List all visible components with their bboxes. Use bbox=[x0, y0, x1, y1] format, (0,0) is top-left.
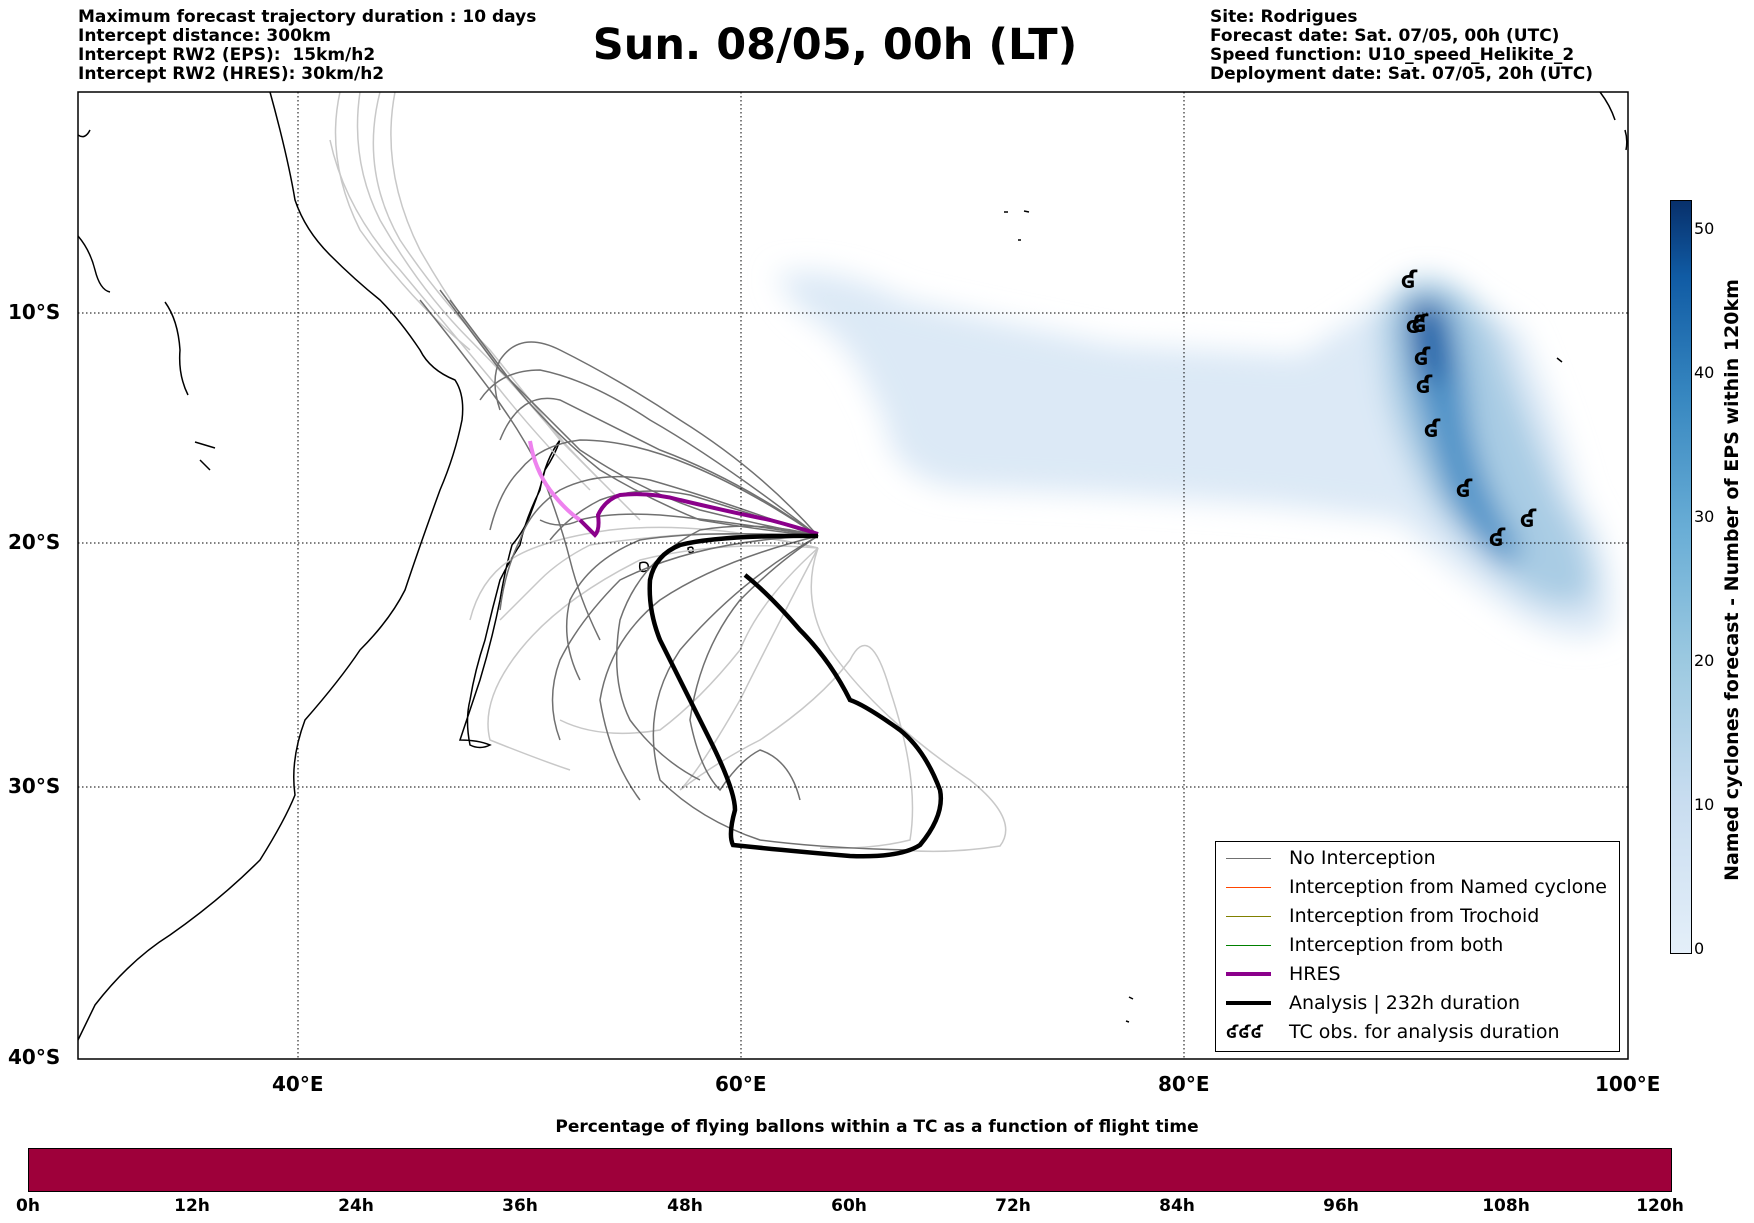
legend-item: ʛʛʛ TC obs. for analysis duration bbox=[1226, 1018, 1560, 1046]
lon-tick-label: 100°E bbox=[1595, 1072, 1661, 1096]
header-right: Site: Rodrigues Forecast date: Sat. 07/0… bbox=[1210, 8, 1593, 84]
legend-label: TC obs. for analysis duration bbox=[1289, 1021, 1560, 1043]
density-colorbar bbox=[1670, 200, 1692, 954]
coastlines bbox=[78, 92, 1628, 1041]
legend-label: No Interception bbox=[1289, 847, 1436, 869]
colorbar-tick: 40 bbox=[1694, 363, 1715, 382]
hres-trajectory-early bbox=[528, 440, 582, 522]
eps-trajectories-light bbox=[329, 92, 1007, 853]
header-line: Intercept RW2 (EPS): 15km/h2 bbox=[78, 45, 376, 65]
colorbar-tick: 10 bbox=[1694, 795, 1715, 814]
legend-line-swatch bbox=[1226, 1001, 1271, 1005]
legend-label: Interception from both bbox=[1289, 934, 1504, 956]
legend-line-swatch bbox=[1226, 972, 1271, 976]
svg-text:ʛ: ʛ bbox=[1406, 311, 1423, 339]
map-frame bbox=[77, 91, 1629, 1060]
colorbar-tick: 0 bbox=[1694, 939, 1705, 958]
tc-obs-markers: ʛ ʛ ʛ ʛ ʛ ʛ ʛ ʛ ʛ bbox=[1401, 266, 1537, 552]
flight-time-tick: 60h bbox=[831, 1196, 867, 1216]
legend-item: Interception from Trochoid bbox=[1226, 902, 1539, 930]
svg-text:ʛ: ʛ bbox=[1414, 343, 1431, 371]
flight-time-tick: 108h bbox=[1482, 1196, 1530, 1216]
legend-label: Analysis | 232h duration bbox=[1289, 992, 1521, 1014]
header-line: Intercept RW2 (HRES): 30km/h2 bbox=[78, 64, 385, 84]
flight-time-tick: 120h bbox=[1636, 1196, 1684, 1216]
legend-item: Interception from both bbox=[1226, 931, 1503, 959]
lon-tick-label: 40°E bbox=[272, 1072, 324, 1096]
flight-time-tick: 84h bbox=[1159, 1196, 1195, 1216]
legend-item: HRES bbox=[1226, 960, 1341, 988]
header-line: Deployment date: Sat. 07/05, 20h (UTC) bbox=[1210, 64, 1594, 84]
analysis-track bbox=[647, 533, 944, 859]
header-left: Maximum forecast trajectory duration : 1… bbox=[78, 8, 536, 84]
header-line: Maximum forecast trajectory duration : 1… bbox=[78, 7, 537, 27]
colorbar-label: Named cyclones forecast - Number of EPS … bbox=[1721, 279, 1743, 881]
flight-time-tick: 0h bbox=[16, 1196, 40, 1216]
flight-time-tick: 36h bbox=[502, 1196, 538, 1216]
legend-line-swatch bbox=[1226, 944, 1271, 946]
legend-item: Interception from Named cyclone bbox=[1226, 873, 1607, 901]
lat-tick-label: 30°S bbox=[8, 774, 61, 798]
flight-time-bar bbox=[28, 1148, 1672, 1192]
header-line: Speed function: U10_speed_Helikite_2 bbox=[1210, 45, 1575, 65]
colorbar-tick: 20 bbox=[1694, 651, 1715, 670]
legend-label: Interception from Trochoid bbox=[1289, 905, 1540, 927]
flight-time-tick: 12h bbox=[174, 1196, 210, 1216]
lon-tick-label: 80°E bbox=[1158, 1072, 1210, 1096]
svg-text:ʛ: ʛ bbox=[1416, 371, 1433, 399]
svg-text:ʛ: ʛ bbox=[1401, 266, 1418, 294]
lat-tick-label: 10°S bbox=[8, 300, 61, 324]
legend-item: Analysis | 232h duration bbox=[1226, 989, 1520, 1017]
colorbar-tick: 50 bbox=[1694, 219, 1715, 238]
hres-trajectory bbox=[578, 492, 819, 538]
header-line: Forecast date: Sat. 07/05, 00h (UTC) bbox=[1210, 26, 1560, 46]
svg-text:ʛ: ʛ bbox=[1489, 524, 1506, 552]
lat-tick-label: 20°S bbox=[8, 530, 61, 554]
flight-time-tick: 72h bbox=[995, 1196, 1031, 1216]
flight-time-bar-title: Percentage of flying ballons within a TC… bbox=[555, 1117, 1199, 1137]
flight-time-tick: 96h bbox=[1323, 1196, 1359, 1216]
lon-tick-label: 60°E bbox=[715, 1072, 767, 1096]
eps-density-field bbox=[775, 271, 1612, 637]
svg-text:ʛ: ʛ bbox=[1456, 475, 1473, 503]
flight-time-tick: 24h bbox=[338, 1196, 374, 1216]
legend-label: Interception from Named cyclone bbox=[1289, 876, 1607, 898]
legend-line-swatch bbox=[1226, 915, 1271, 917]
header-line: Site: Rodrigues bbox=[1210, 7, 1358, 27]
graticule bbox=[78, 92, 1628, 1059]
eps-trajectories bbox=[419, 289, 909, 851]
legend-label: HRES bbox=[1289, 963, 1341, 985]
map-title: Sun. 08/05, 00h (LT) bbox=[592, 20, 1078, 70]
colorbar-tick: 30 bbox=[1694, 507, 1715, 526]
legend-item: No Interception bbox=[1226, 844, 1436, 872]
legend-line-swatch bbox=[1226, 857, 1271, 859]
svg-text:ʛ: ʛ bbox=[1520, 505, 1537, 533]
flight-time-tick: 48h bbox=[667, 1196, 703, 1216]
lat-tick-label: 40°S bbox=[8, 1045, 61, 1069]
tc-symbol-icon: ʛʛʛ bbox=[1226, 1021, 1263, 1043]
header-line: Intercept distance: 300km bbox=[78, 26, 331, 46]
legend-line-swatch bbox=[1226, 886, 1271, 888]
legend: No Interception Interception from Named … bbox=[1215, 841, 1620, 1052]
svg-text:ʛ: ʛ bbox=[1412, 310, 1429, 338]
svg-text:ʛ: ʛ bbox=[1424, 415, 1441, 443]
